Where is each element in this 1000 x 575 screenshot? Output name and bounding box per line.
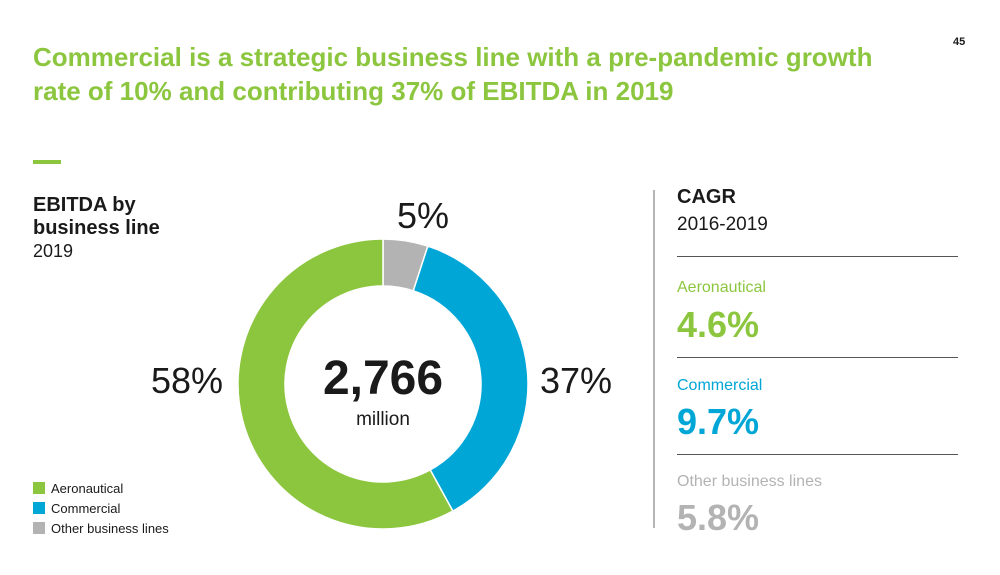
- cagr-rule: [677, 357, 958, 358]
- legend-item-other: Other business lines: [33, 518, 169, 538]
- chart-legend: Aeronautical Commercial Other business l…: [33, 478, 169, 538]
- cagr-value-aeronautical: 4.6%: [677, 304, 760, 345]
- legend-swatch-commercial: [33, 502, 45, 514]
- cagr-label-other: Other business lines: [677, 473, 822, 490]
- legend-swatch-other: [33, 522, 45, 534]
- page-number: 45: [953, 36, 966, 48]
- donut-center-value: 2,766: [323, 352, 443, 405]
- legend-swatch-aeronautical: [33, 482, 45, 494]
- slide-title: Commercial is a strategic business line …: [33, 42, 873, 106]
- cagr-label-aeronautical: Aeronautical: [677, 279, 766, 296]
- accent-dash: [33, 160, 61, 164]
- cagr-value-other: 5.8%: [677, 497, 760, 538]
- legend-label-aeronautical: Aeronautical: [51, 480, 124, 496]
- legend-label-other: Other business lines: [51, 520, 169, 536]
- cagr-divider: [653, 190, 655, 528]
- donut-slice-commercial: [412, 245, 529, 513]
- chart-title: EBITDA by business line: [33, 194, 160, 239]
- cagr-label-commercial: Commercial: [677, 377, 763, 394]
- cagr-rule: [677, 454, 958, 455]
- legend-label-commercial: Commercial: [51, 500, 121, 516]
- slice-label-other: 5%: [397, 195, 449, 236]
- chart-title-block: EBITDA by business line 2019: [33, 194, 213, 263]
- cagr-rule: [677, 256, 958, 257]
- legend-item-commercial: Commercial: [33, 498, 169, 518]
- slice-label-commercial: 37%: [540, 360, 612, 401]
- cagr-period: 2016-2019: [677, 214, 768, 235]
- donut-center-unit: million: [356, 409, 410, 430]
- cagr-value-commercial: 9.7%: [677, 401, 760, 442]
- slice-label-aeronautical: 58%: [151, 360, 223, 401]
- donut-slice-aeronautical: [237, 238, 454, 530]
- cagr-title: CAGR: [677, 186, 736, 208]
- legend-item-aeronautical: Aeronautical: [33, 478, 169, 498]
- chart-subtitle: 2019: [33, 241, 74, 261]
